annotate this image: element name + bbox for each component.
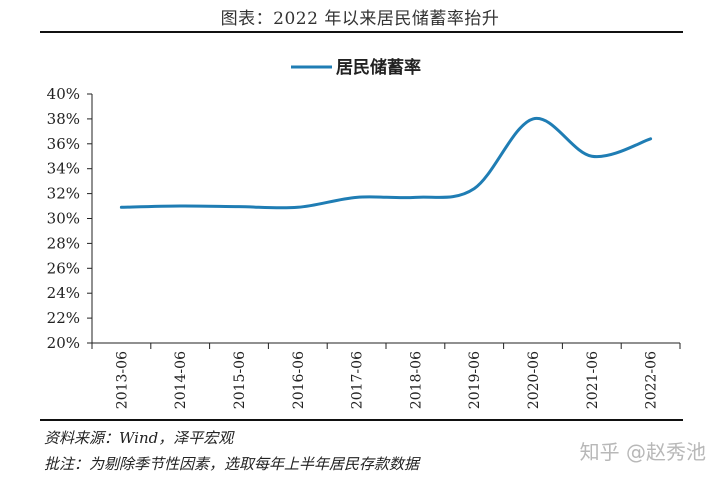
annotation-note: 批注：为剔除季节性因素，选取每年上半年居民存款数据 bbox=[44, 455, 420, 473]
y-tick-label: 28% bbox=[47, 234, 80, 252]
top-rule bbox=[40, 31, 683, 33]
y-tick-label: 38% bbox=[47, 110, 80, 128]
x-tick-label: 2015-06 bbox=[232, 351, 248, 409]
x-tick-label: 2018-06 bbox=[408, 351, 424, 409]
x-tick-label: 2016-06 bbox=[291, 351, 307, 409]
x-tick-label: 2021-06 bbox=[585, 351, 601, 409]
series-line-savings-rate bbox=[119, 117, 653, 210]
y-tick-label: 36% bbox=[47, 135, 80, 153]
x-axis: 2013-06 2014-06 2015-06 2016-06 2017-06 2018-… bbox=[91, 342, 681, 409]
x-tick-label: 2022-06 bbox=[644, 351, 660, 409]
y-tick-label: 24% bbox=[47, 284, 80, 302]
y-tick-label: 20% bbox=[47, 334, 80, 352]
x-tick-label: 2020-06 bbox=[526, 351, 542, 409]
savings-rate-chart: 居民储蓄率 40%38%36%34%32%30%28%26%24%22%20% … bbox=[47, 57, 681, 409]
y-tick-label: 30% bbox=[47, 210, 80, 228]
y-tick-label: 22% bbox=[47, 309, 80, 327]
legend-label: 居民储蓄率 bbox=[336, 57, 421, 78]
x-tick-label: 2017-06 bbox=[350, 351, 366, 409]
bottom-rule bbox=[40, 419, 683, 421]
y-tick-label: 40% bbox=[47, 85, 80, 103]
watermark: 知乎 @赵秀池 bbox=[579, 440, 706, 464]
y-tick-label: 34% bbox=[47, 160, 80, 178]
x-tick-label: 2019-06 bbox=[467, 351, 483, 409]
plot-area bbox=[119, 117, 653, 210]
y-axis: 40% 38% 36% 34% 32% 30% 28% 26% 24% 22% 20% bbox=[47, 85, 93, 352]
x-tick-label: 2014-06 bbox=[173, 351, 189, 409]
x-tick-label: 2013-06 bbox=[114, 351, 130, 409]
legend: 居民储蓄率 bbox=[291, 57, 421, 78]
page-title: 图表：2022 年以来居民储蓄率抬升 bbox=[220, 9, 500, 29]
y-tick-label: 32% bbox=[47, 185, 80, 203]
source-note: 资料来源：Wind，泽平宏观 bbox=[44, 429, 234, 447]
y-tick-label: 26% bbox=[47, 259, 80, 277]
